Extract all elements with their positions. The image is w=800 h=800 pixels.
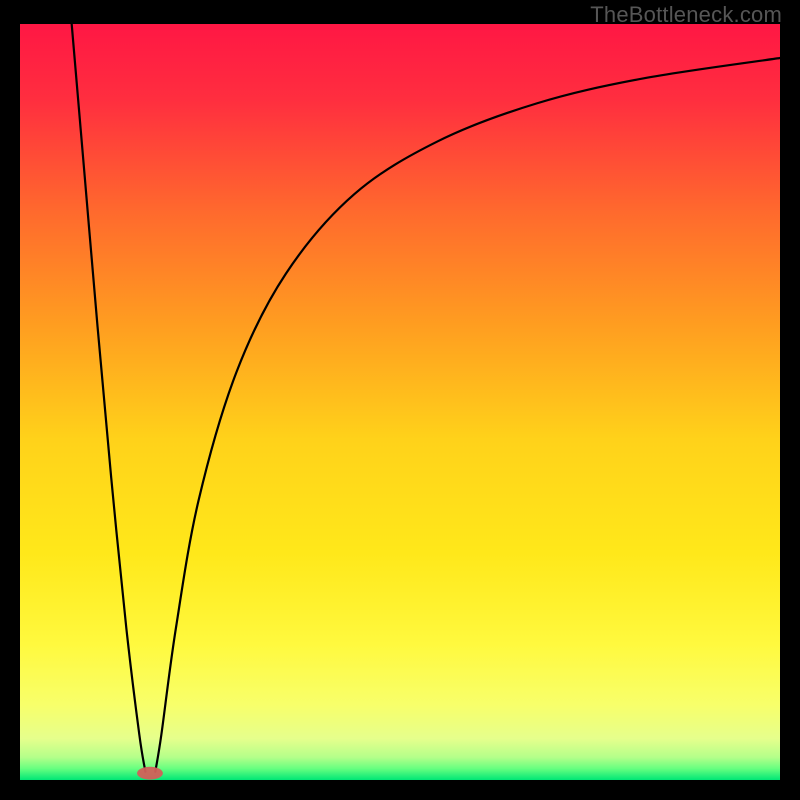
- minimum-marker: [137, 767, 163, 780]
- watermark-text: TheBottleneck.com: [590, 2, 782, 28]
- bottleneck-chart: [0, 0, 800, 800]
- plot-area: [20, 24, 780, 780]
- chart-container: TheBottleneck.com: [0, 0, 800, 800]
